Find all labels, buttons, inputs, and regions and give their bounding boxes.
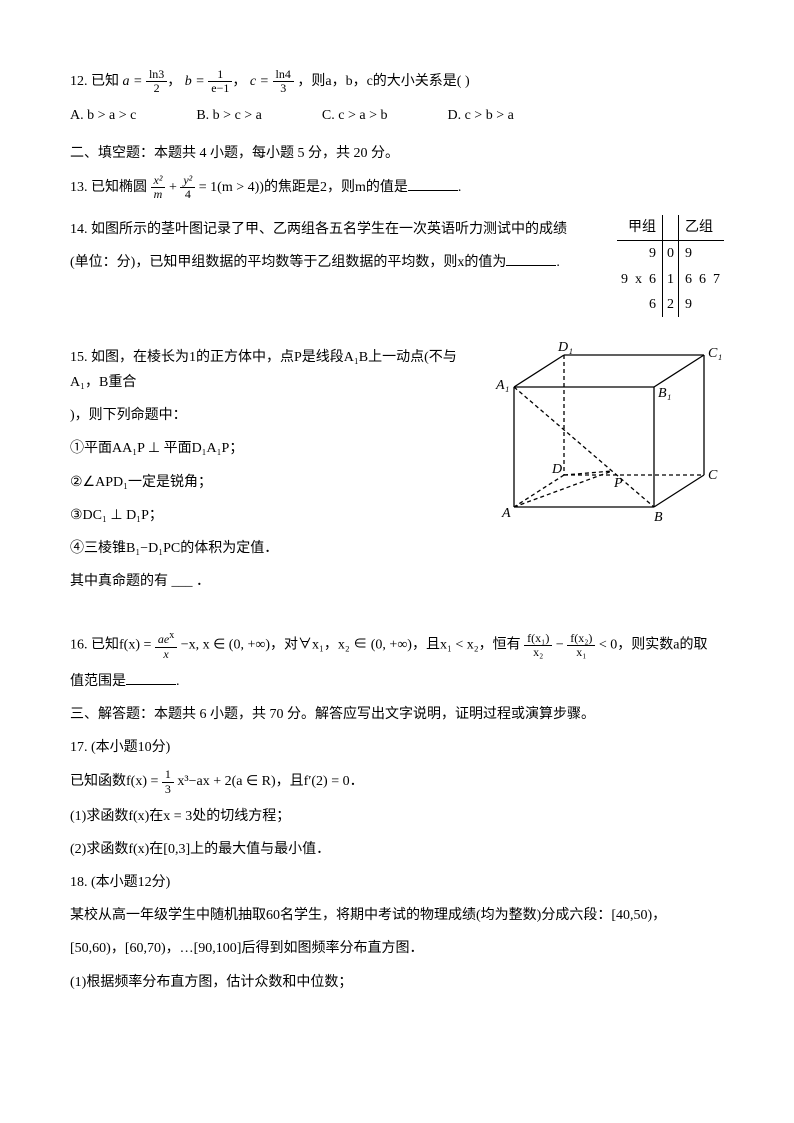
q16-pre: 16. 已知f(x) = [70,638,155,653]
sl-r3s: 2 [663,292,679,317]
section2-header: 二、填空题：本题共 4 小题，每小题 5 分，共 20 分。 [70,141,724,166]
lbl-C: C [708,468,718,483]
q15-i3: ③DC₁ ⊥ D₁P； [70,503,464,528]
q13-frac-y: y²4 [180,174,195,201]
q15-l2: )，则下列命题中： [70,403,464,428]
q14-l1: 14. 如图所示的茎叶图记录了甲、乙两组各五名学生在一次英语听力测试中的成绩 [70,217,617,242]
sl-r3r: 9 [679,292,725,317]
q18-p1: (1)根据频率分布直方图，估计众数和中位数； [70,970,724,995]
sl-r2l: 9 x 6 [617,267,663,292]
sl-r1l: 9 [617,241,663,267]
q15-i1: ①平面AA₁P ⊥ 平面D₁A₁P； [70,436,464,461]
q12-a: a = [123,74,143,89]
q15-i2: ②∠APD₁一定是锐角； [70,470,464,495]
q12-optB: B. b > c > a [196,103,262,128]
q17-frac: 13 [162,768,174,795]
q12-b: b = [185,74,205,89]
q16-frac1: aexx [155,630,177,660]
q16-l1: 16. 已知f(x) = aexx −x, x ∈ (0, +∞)，对∀x₁，x… [70,630,724,660]
q12-optD: D. c > b > a [447,103,513,128]
lbl-A: A [501,506,511,521]
sl-header-left: 甲组 [617,215,663,241]
q17-p1: (1)求函数f(x)在x = 3处的切线方程； [70,804,724,829]
sl-r1r: 9 [679,241,725,267]
q18-l1: 某校从高一年级学生中随机抽取60名学生，将期中考试的物理成绩(均为整数)分成六段… [70,903,724,928]
q12-optA: A. b > a > c [70,103,136,128]
q16-mid1: −x, x ∈ (0, +∞)，对∀x₁，x₂ ∈ (0, +∞)，且x₁ < … [181,638,521,653]
q12-frac-a: ln32 [146,68,167,95]
q13-mid: = 1(m > 4))的焦距是2，则m的值是 [199,180,408,195]
sl-header-right: 乙组 [679,215,725,241]
q17-p2: (2)求函数f(x)在[0,3]上的最大值与最小值． [70,837,724,862]
q18-l2: [50,60)，[60,70)，…[90,100]后得到如图频率分布直方图． [70,936,724,961]
q16-frac2: f(x₁)x₂ [524,632,552,659]
cube-figure: D₁ C₁ A₁ B₁ D C A B P [484,337,724,546]
q12-frac-c: ln43 [273,68,294,95]
lbl-D1: D₁ [557,340,573,355]
lbl-P: P [613,476,623,491]
q12-c: c = [250,74,269,89]
q16-frac3: f(x₂)x₁ [567,632,595,659]
q13: 13. 已知椭圆 x²m + y²4 = 1(m > 4))的焦距是2，则m的值… [70,174,724,201]
lbl-B1: B₁ [658,386,671,401]
q14-row: 14. 如图所示的茎叶图记录了甲、乙两组各五名学生在一次英语听力测试中的成绩 (… [70,209,724,317]
q12-frac-b: 1e−1 [208,68,232,95]
q14-l2: (单位：分)，已知甲组数据的平均数等于乙组数据的平均数，则x的值为. [70,250,617,275]
q12-pre: 12. 已知 [70,74,119,89]
q14-blank [506,251,556,266]
q17-stem: 已知函数f(x) = 13 x³−ax + 2(a ∈ R)，且f′(2) = … [70,768,724,795]
q16-l2: 值范围是. [70,669,724,694]
lbl-C1: C₁ [708,346,722,361]
q12-stem: 12. 已知 a = ln32， b = 1e−1， c = ln43 ，则a，… [70,68,724,95]
q15-l1: 15. 如图，在棱长为1的正方体中，点P是线段A₁B上一动点(不与A₁，B重合 [70,345,464,395]
q16-mid2: < 0，则实数a的取 [599,638,708,653]
q15-tail: 其中真命题的有 ___ ． [70,569,464,594]
q13-frac-x: x²m [151,174,166,201]
q13-blank [408,176,458,191]
lbl-B: B [654,510,663,525]
sl-r2r: 6 6 7 [679,267,725,292]
q16-blank [126,670,176,685]
sl-r3l: 6 [617,292,663,317]
q17-head: 17. (本小题10分) [70,735,724,760]
stem-leaf-diagram: 甲组 乙组 9 0 9 9 x 6 1 6 6 7 6 2 9 [617,215,724,317]
q13-pre: 13. 已知椭圆 [70,180,147,195]
sl-r1s: 0 [663,241,679,267]
section3-header: 三、解答题：本题共 6 小题，共 70 分。解答应写出文字说明，证明过程或演算步… [70,702,724,727]
q15-wrap: 15. 如图，在棱长为1的正方体中，点P是线段A₁B上一动点(不与A₁，B重合 … [70,337,724,603]
sl-r2s: 1 [663,267,679,292]
q18-head: 18. (本小题12分) [70,870,724,895]
q12-options: A. b > a > c B. b > c > a C. c > a > b D… [70,103,724,128]
lbl-A1: A₁ [495,378,509,393]
lbl-D: D [551,462,562,477]
q15-i4: ④三棱锥B₁−D₁PC的体积为定值． [70,536,464,561]
q12-optC: C. c > a > b [322,103,388,128]
q12-post: ，则a，b，c的大小关系是( ) [297,74,469,89]
